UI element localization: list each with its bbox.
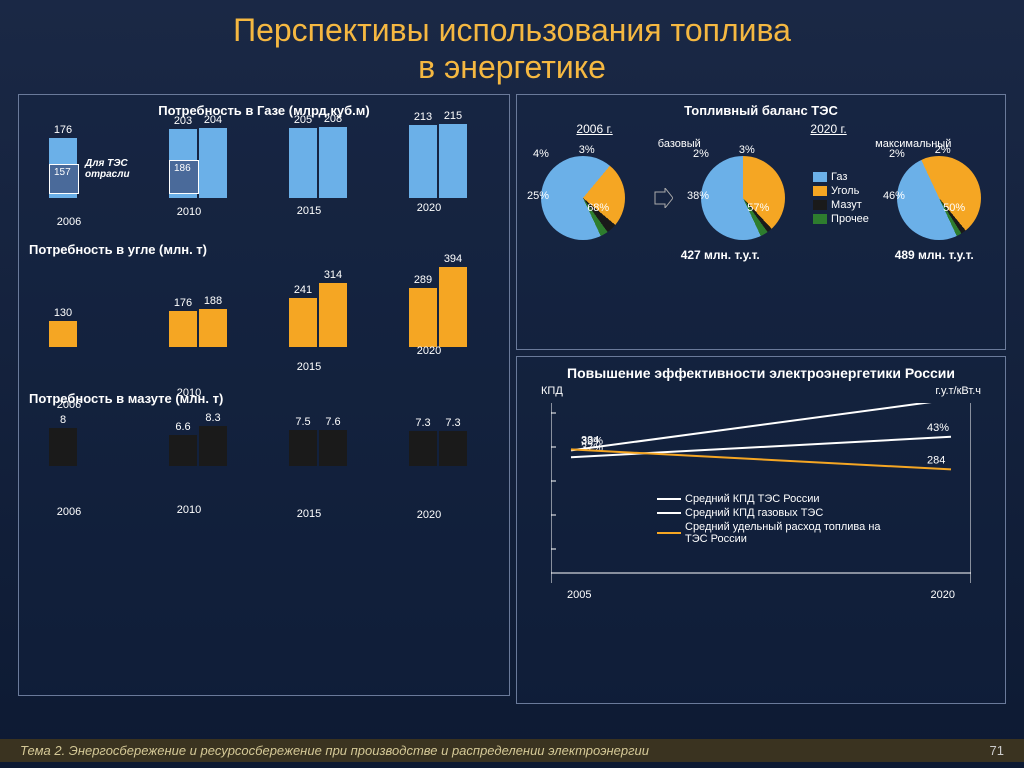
balance-title: Топливный баланс ТЭС [527,103,995,118]
left-panel: Потребность в Газе (млрд.куб.м) 17620062… [18,94,510,696]
x-tick-0: 2005 [567,589,591,601]
x-tick-1: 2020 [931,589,955,601]
caption2: 427 млн. т.у.т. [681,248,760,262]
coal-chart-title: Потребность в угле (млн. т) [29,242,499,257]
eff-legend: Средний КПД ТЭС РоссииСредний КПД газовы… [657,491,885,547]
balance-year2: 2020 г. [810,122,846,136]
caption3: 489 млн. т.у.т. [895,248,974,262]
balance-year1: 2006 г. [576,122,612,136]
page-number: 71 [990,743,1004,758]
svg-text:334: 334 [581,434,599,446]
pie-2006: 68%25%4%3% [541,156,625,240]
pie-legend: ГазУгольМазутПрочее [813,169,869,227]
svg-text:284: 284 [927,454,945,466]
arrow-icon [653,188,673,208]
footer: Тема 2. Энергосбережение и ресурсосбереж… [0,739,1024,762]
pie-2020-base: 57%38%2%3% [701,156,785,240]
pie-2020-max: 50%46%2%2% [897,156,981,240]
coal-bar-chart: 1302006176188201024131420152893942020 [29,261,499,361]
balance-panel: Топливный баланс ТЭС 2006 г. 2020 г. баз… [516,94,1006,350]
y-left-label: КПД [541,385,563,397]
mazut-bar-chart: 820066.68.320107.57.620157.37.32020 [29,410,499,480]
slide-title: Перспективы использования топливав энерг… [0,0,1024,94]
y-right-label: г.у.т/кВт.ч [935,385,981,397]
footer-text: Тема 2. Энергосбережение и ресурсосбереж… [20,743,649,758]
gas-bar-chart: 1762006203204201020520820152132152020157… [29,122,499,212]
efficiency-panel: Повышение эффективности электроэнергетик… [516,356,1006,704]
eff-title: Повышение эффективности электроэнергетик… [527,365,995,381]
mazut-chart-title: Потребность в мазуте (млн. т) [29,391,499,406]
svg-text:43%: 43% [927,422,949,434]
